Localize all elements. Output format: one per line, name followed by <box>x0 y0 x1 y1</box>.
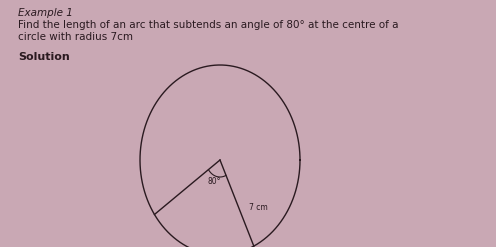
Text: Find the length of an arc that subtends an angle of 80° at the centre of a: Find the length of an arc that subtends … <box>18 20 398 30</box>
Text: circle with radius 7cm: circle with radius 7cm <box>18 32 133 42</box>
Text: 7 cm: 7 cm <box>248 203 267 212</box>
Text: 80°: 80° <box>207 177 221 186</box>
Text: Example 1: Example 1 <box>18 8 73 18</box>
Text: Solution: Solution <box>18 52 70 62</box>
